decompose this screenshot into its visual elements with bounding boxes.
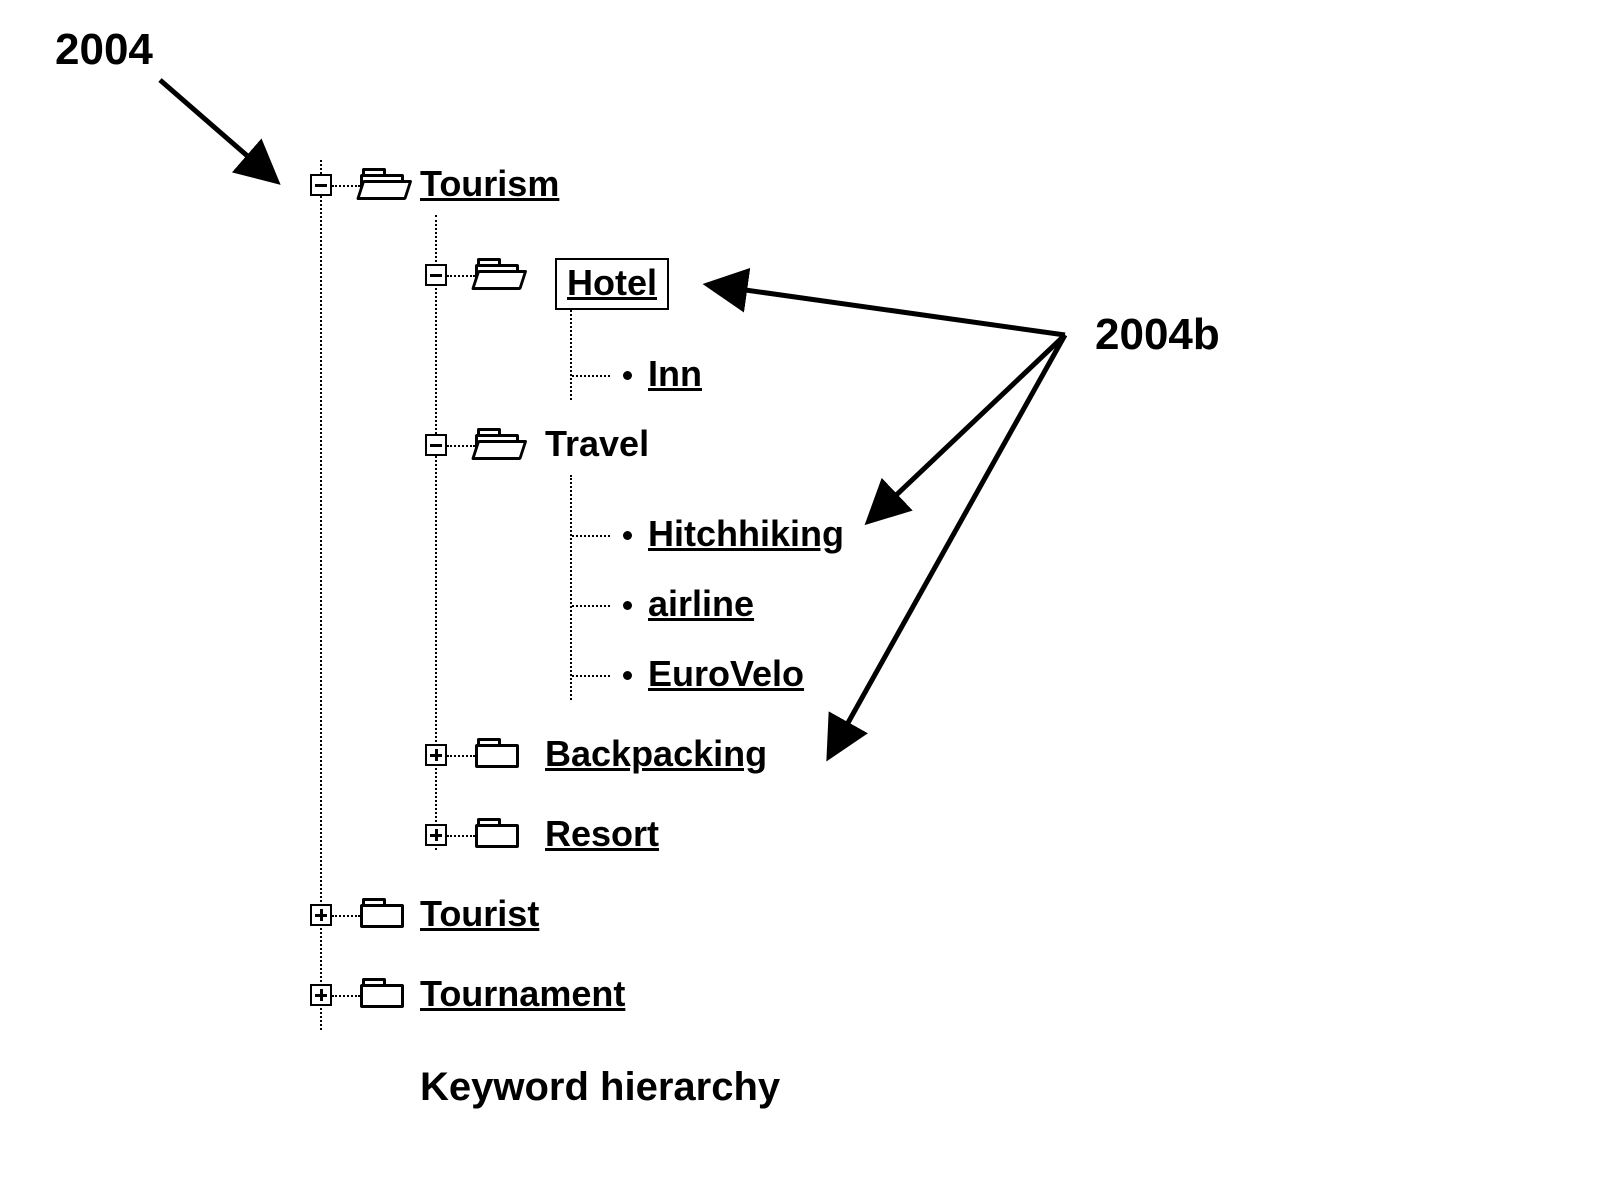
tree-line: [332, 995, 360, 997]
folder-open-icon: [475, 428, 519, 458]
expand-toggle-backpacking[interactable]: [425, 744, 447, 766]
tree-node-hotel[interactable]: Hotel: [555, 258, 669, 310]
tree-node-tourism[interactable]: Tourism: [420, 163, 559, 205]
tree-node-hitchhiking[interactable]: Hitchhiking: [648, 513, 844, 555]
tree-node-inn[interactable]: Inn: [648, 353, 702, 395]
ref-2004b: 2004b: [1095, 310, 1220, 360]
tree-line: [572, 605, 610, 607]
tree-line: [572, 375, 610, 377]
tree-node-resort[interactable]: Resort: [545, 813, 659, 855]
tree-line: [332, 185, 360, 187]
tree-line: [447, 445, 475, 447]
expand-toggle-resort[interactable]: [425, 824, 447, 846]
tree-node-travel[interactable]: Travel: [545, 423, 649, 465]
expand-toggle-tourism[interactable]: [310, 174, 332, 196]
folder-closed-icon: [360, 978, 404, 1008]
bullet-icon: [623, 531, 632, 540]
expand-toggle-travel[interactable]: [425, 434, 447, 456]
tree-node-eurovelo[interactable]: EuroVelo: [648, 653, 804, 695]
bullet-icon: [623, 371, 632, 380]
annotation-arrows: [0, 0, 1615, 1195]
expand-toggle-tourist[interactable]: [310, 904, 332, 926]
bullet-icon: [623, 671, 632, 680]
tree-line: [447, 755, 475, 757]
folder-open-icon: [475, 258, 519, 288]
tree-line: [447, 275, 475, 277]
tree-line: [572, 675, 610, 677]
tree-node-backpacking[interactable]: Backpacking: [545, 733, 767, 775]
tree-node-tournament[interactable]: Tournament: [420, 973, 625, 1015]
folder-closed-icon: [475, 818, 519, 848]
tree-line: [320, 160, 322, 1030]
caption-keyword-hierarchy: Keyword hierarchy: [420, 1065, 780, 1110]
tree-node-airline[interactable]: airline: [648, 583, 754, 625]
bullet-icon: [623, 601, 632, 610]
tree-node-tourist[interactable]: Tourist: [420, 893, 539, 935]
folder-closed-icon: [360, 898, 404, 928]
tree-line: [570, 475, 572, 700]
expand-toggle-tournament[interactable]: [310, 984, 332, 1006]
tree-line: [447, 835, 475, 837]
ref-2004: 2004: [55, 25, 153, 75]
expand-toggle-hotel[interactable]: [425, 264, 447, 286]
tree-line: [332, 915, 360, 917]
tree-line: [570, 310, 572, 400]
folder-open-icon: [360, 168, 404, 198]
folder-closed-icon: [475, 738, 519, 768]
tree-line: [572, 535, 610, 537]
